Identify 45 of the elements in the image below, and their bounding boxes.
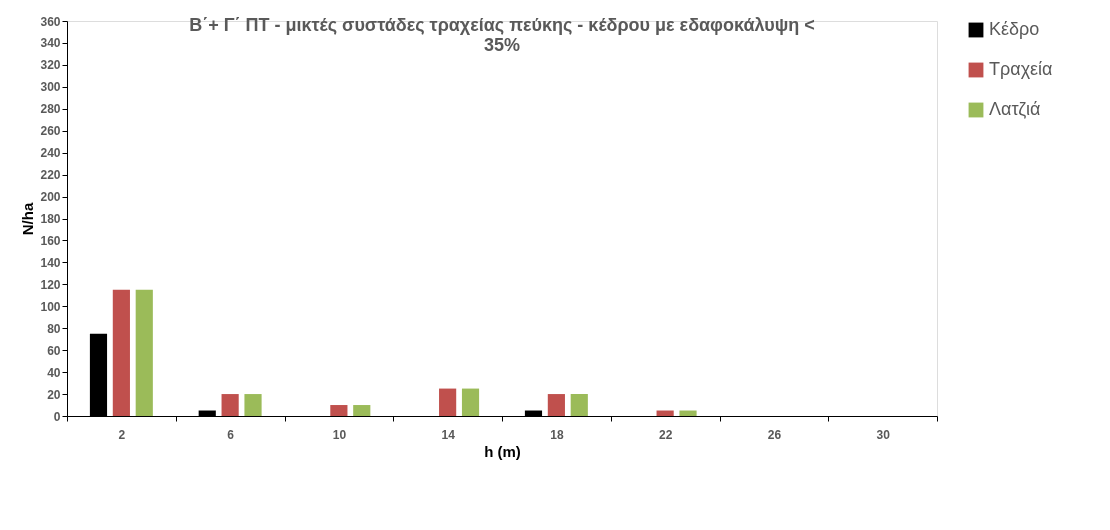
bar: [656, 410, 674, 416]
y-tick-label: 120: [40, 277, 61, 292]
x-tick-label: 10: [332, 427, 347, 442]
bar: [112, 289, 130, 416]
y-tick-label: 280: [40, 102, 61, 117]
y-tick-label: 300: [40, 80, 61, 95]
bar: [570, 394, 588, 416]
legend-label: Κέδρο: [989, 19, 1040, 39]
x-tick-label: 30: [876, 427, 891, 442]
bar: [330, 405, 348, 416]
y-tick-label: 220: [40, 168, 61, 183]
x-tick-label: 18: [550, 427, 564, 442]
x-tick-label: 2: [118, 427, 126, 442]
y-tick-label: 20: [47, 387, 61, 402]
y-tick-label: 240: [40, 146, 61, 161]
x-tick-label: 14: [441, 427, 456, 442]
x-axis-title: h (m): [484, 442, 521, 460]
bar: [135, 289, 153, 416]
bar: [461, 388, 480, 416]
bar: [439, 388, 457, 416]
y-tick-label: 320: [40, 58, 61, 73]
x-tick-label: 22: [658, 427, 673, 442]
legend-label: Λατζιά: [989, 99, 1041, 119]
y-tick-label: 180: [40, 212, 61, 226]
x-tick-label: 6: [227, 427, 235, 442]
legend-label: Τραχεία: [989, 59, 1053, 79]
y-tick-label: 140: [40, 255, 61, 270]
y-tick-label: 360: [40, 14, 61, 29]
y-axis-title: N/ha: [19, 202, 37, 236]
y-tick-label: 260: [40, 124, 61, 139]
y-tick-label: 0: [53, 409, 61, 424]
bar: [547, 394, 565, 416]
bar: [679, 410, 697, 416]
y-tick-label: 80: [47, 321, 61, 336]
x-tick-label: 26: [767, 427, 782, 442]
bar: [353, 405, 371, 416]
bar: [244, 394, 262, 416]
chart-title: Β΄+ Γ΄ ΠΤ - μικτές συστάδες τραχείας πεύκης - κέδρου με εδαφοκάλυψη < 35%: [189, 15, 815, 55]
y-tick-label: 200: [40, 190, 61, 205]
y-tick-label: 100: [40, 299, 61, 314]
y-tick-label: 160: [40, 233, 61, 248]
y-tick-label: 340: [40, 36, 61, 51]
y-tick-label: 60: [47, 343, 61, 358]
bar: [221, 394, 239, 416]
y-tick-label: 40: [47, 365, 61, 380]
